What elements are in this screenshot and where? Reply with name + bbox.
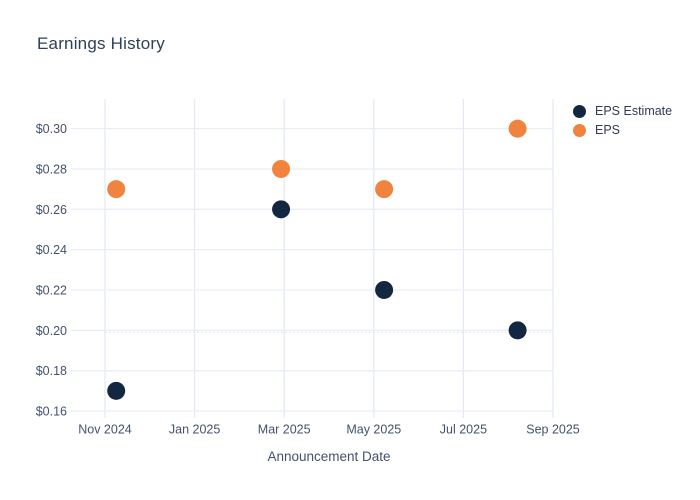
y-tick-label: $0.20	[36, 324, 67, 338]
x-tick-label: Mar 2025	[258, 423, 311, 437]
x-tick-label: Jan 2025	[169, 423, 220, 437]
data-point-eps-estimate[interactable]	[272, 200, 291, 219]
data-point-eps[interactable]	[375, 180, 394, 199]
legend: EPS Estimate EPS	[573, 104, 672, 137]
y-tick-label: $0.22	[36, 283, 67, 297]
data-point-eps-estimate[interactable]	[508, 321, 527, 340]
y-tick-label: $0.24	[36, 243, 67, 257]
x-tick-label: Nov 2024	[78, 423, 132, 437]
y-tick-label: $0.30	[36, 122, 67, 136]
y-tick-label: $0.18	[36, 364, 67, 378]
data-point-eps-estimate[interactable]	[375, 280, 394, 299]
data-point-eps[interactable]	[107, 180, 126, 199]
y-tick-label: $0.16	[36, 405, 67, 419]
x-tick-label: Sep 2025	[526, 423, 580, 437]
data-point-eps[interactable]	[272, 159, 291, 178]
x-tick-label: Jul 2025	[440, 423, 487, 437]
legend-marker-eps	[573, 123, 586, 137]
data-point-eps-estimate[interactable]	[107, 381, 126, 400]
chart-title: Earnings History	[37, 34, 165, 53]
y-tick-label: $0.26	[36, 203, 67, 217]
legend-item-eps[interactable]: EPS	[573, 123, 672, 137]
legend-label: EPS Estimate	[595, 104, 673, 118]
legend-marker-eps-estimate	[573, 104, 586, 118]
legend-item-eps-estimate[interactable]: EPS Estimate	[573, 104, 672, 118]
y-tick-label: $0.28	[36, 162, 67, 176]
data-point-eps[interactable]	[508, 119, 527, 138]
x-tick-label: May 2025	[346, 423, 401, 437]
legend-label: EPS	[595, 123, 621, 137]
x-axis-title: Announcement Date	[267, 449, 391, 464]
